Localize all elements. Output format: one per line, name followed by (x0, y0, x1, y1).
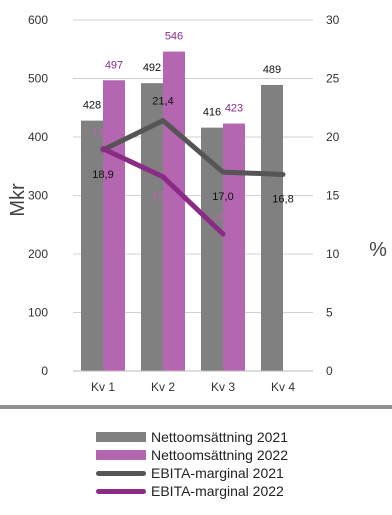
line-data-label: 21,4 (152, 96, 173, 108)
bar (81, 120, 103, 372)
y-tick-label: 500 (28, 72, 48, 86)
legend-swatch-bar-2022 (96, 450, 146, 460)
separator-bar (0, 405, 392, 409)
bar-data-label: 489 (263, 64, 281, 76)
bar-data-label: 492 (143, 62, 161, 74)
bar-data-label: 497 (105, 59, 123, 71)
legend-item-nettoomsattning-2022: Nettoomsättning 2022 (96, 446, 288, 464)
y-axis-title: Mkr (7, 183, 29, 217)
axes: 0 100 200 300 400 500 600 0 5 10 15 20 25 30 Kv 1 Kv 2 K… (0, 13, 392, 409)
bar (141, 83, 163, 372)
bar (201, 127, 223, 371)
legend-label: Nettoomsättning 2022 (151, 447, 288, 463)
bar-data-label: 416 (203, 107, 221, 119)
x-tick-label: Kv 4 (271, 380, 295, 394)
line-data-label: 11,7 (213, 211, 234, 223)
bar (223, 123, 245, 371)
bar-data-label: 428 (83, 100, 101, 112)
data-labels: 428 492 416 489 497 546 423 18,9 21,4 17,0 16,8 19,… (83, 31, 294, 224)
legend-item-nettoomsattning-2021: Nettoomsättning 2021 (96, 428, 288, 446)
line-data-label: 19,0 (92, 128, 113, 140)
line-data-label: 16,6 (152, 190, 173, 202)
y2-tick-label: 5 (326, 306, 333, 320)
legend-label: EBITA-marginal 2022 (151, 483, 284, 499)
bar (261, 84, 283, 371)
y-tick-label: 400 (28, 130, 48, 144)
x-tick-label: Kv 2 (151, 380, 175, 394)
y-tick-label: 300 (28, 189, 48, 203)
y2-tick-label: 15 (326, 189, 340, 203)
legend: Nettoomsättning 2021 Nettoomsättning 202… (96, 428, 288, 500)
legend-label: EBITA-marginal 2021 (151, 465, 284, 481)
y2-tick-label: 30 (326, 13, 340, 27)
y-tick-label: 600 (28, 13, 48, 27)
bar-data-label: 423 (225, 103, 243, 115)
line-series (100, 118, 286, 237)
series-line (100, 146, 226, 237)
legend-swatch-line-2021 (96, 470, 146, 476)
bar-data-label: 546 (165, 31, 183, 43)
legend-swatch-bar-2021 (96, 432, 146, 442)
y2-tick-label: 0 (326, 364, 333, 378)
y2-axis-title: % (369, 239, 387, 261)
y-tick-label: 100 (28, 306, 48, 320)
x-tick-label: Kv 1 (91, 380, 115, 394)
y2-tick-label: 25 (326, 72, 340, 86)
legend-label: Nettoomsättning 2021 (151, 429, 288, 445)
legend-swatch-line-2022 (96, 488, 146, 494)
legend-item-ebita-2022: EBITA-marginal 2022 (96, 482, 288, 500)
y-tick-label: 200 (28, 247, 48, 261)
x-tick-label: Kv 3 (211, 380, 235, 394)
bar-series (81, 51, 283, 372)
bar (103, 80, 125, 371)
legend-item-ebita-2021: EBITA-marginal 2021 (96, 464, 288, 482)
y-tick-label: 0 (41, 364, 48, 378)
y2-tick-label: 20 (326, 130, 340, 144)
line-data-label: 18,9 (92, 169, 113, 181)
series-line (100, 118, 286, 177)
line-data-label: 16,8 (272, 193, 293, 205)
line-data-label: 17,0 (212, 191, 233, 203)
y2-tick-label: 10 (326, 247, 340, 261)
bar (163, 51, 185, 372)
